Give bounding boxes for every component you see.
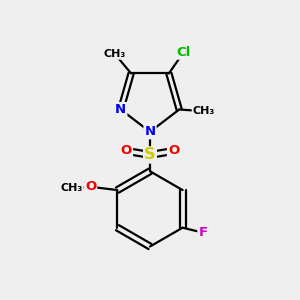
Text: Cl: Cl: [176, 46, 191, 59]
Text: N: N: [115, 103, 126, 116]
Text: F: F: [198, 226, 207, 239]
Text: CH₃: CH₃: [61, 183, 83, 194]
Text: O: O: [168, 145, 179, 158]
Text: O: O: [85, 180, 96, 193]
Text: O: O: [121, 145, 132, 158]
Text: N: N: [144, 125, 156, 138]
Text: CH₃: CH₃: [103, 49, 126, 59]
Text: S: S: [144, 147, 156, 162]
Text: CH₃: CH₃: [193, 106, 215, 116]
